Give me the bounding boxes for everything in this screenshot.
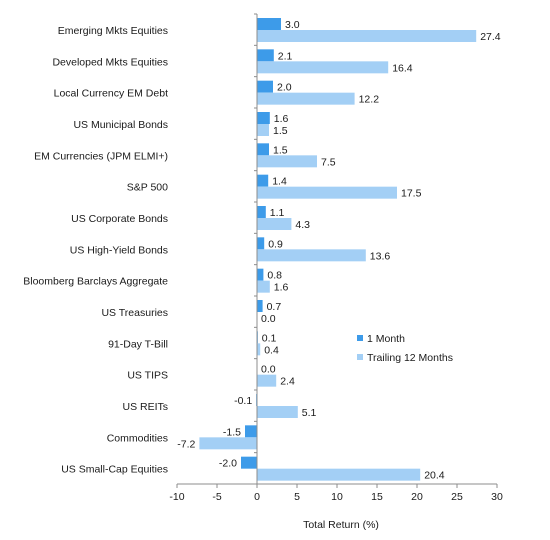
- bar-1-month: [241, 456, 257, 469]
- bar-trailing-12-months: [257, 280, 270, 293]
- category-label: EM Currencies (JPM ELMI+): [34, 150, 168, 162]
- data-label: 20.4: [424, 470, 445, 482]
- bar-1-month: [257, 237, 265, 250]
- data-label: 27.4: [480, 31, 501, 43]
- bar-trailing-12-months: [257, 218, 292, 230]
- data-label: 2.1: [278, 50, 293, 62]
- data-label: 0.4: [264, 344, 279, 356]
- data-label: 1.6: [274, 113, 289, 125]
- bar-trailing-12-months: [257, 124, 269, 136]
- data-label: -0.1: [234, 395, 252, 407]
- data-label: 0.9: [268, 238, 283, 250]
- data-label: 0.7: [267, 301, 282, 313]
- bar-1-month: [257, 18, 281, 30]
- data-label: 12.2: [359, 94, 380, 106]
- category-label: US TIPS: [127, 370, 168, 382]
- category-label: US REITs: [122, 401, 168, 413]
- category-label: Bloomberg Barclays Aggregate: [23, 276, 168, 288]
- bar-1-month: [257, 300, 263, 312]
- category-label: US High-Yield Bonds: [70, 244, 168, 256]
- bar-trailing-12-months: [257, 30, 477, 42]
- bar-1-month: [257, 268, 264, 281]
- data-label: 0.1: [262, 332, 277, 344]
- data-label: 1.1: [270, 207, 285, 219]
- data-label: 1.5: [273, 125, 288, 137]
- x-tick-label: 15: [371, 491, 383, 503]
- bar-trailing-12-months: [257, 406, 298, 418]
- x-tick-label: 5: [294, 491, 300, 503]
- bar-1-month: [257, 143, 269, 156]
- bar-trailing-12-months: [257, 468, 421, 481]
- data-label: 2.0: [277, 82, 292, 94]
- bar-trailing-12-months: [257, 61, 389, 74]
- bar-trailing-12-months: [257, 249, 366, 262]
- data-label: 1.4: [272, 176, 287, 188]
- bar-1-month: [257, 206, 266, 218]
- legend-swatch: [357, 335, 363, 341]
- bar-1-month: [245, 425, 257, 438]
- bar-1-month: [257, 112, 270, 124]
- x-axis-title: Total Return (%): [303, 519, 379, 531]
- data-label: 7.5: [321, 156, 336, 168]
- category-label: 91-Day T-Bill: [108, 338, 168, 350]
- data-label: 17.5: [401, 188, 422, 200]
- x-tick-label: 30: [491, 491, 503, 503]
- category-label: S&P 500: [127, 182, 168, 194]
- bar-trailing-12-months: [199, 437, 257, 450]
- x-tick-label: -10: [169, 491, 184, 503]
- category-label: Commodities: [107, 432, 168, 444]
- bar-1-month: [257, 80, 273, 93]
- data-label: -1.5: [223, 426, 241, 438]
- category-label: Local Currency EM Debt: [54, 88, 168, 100]
- x-tick-label: -5: [212, 491, 221, 503]
- legend-label: 1 Month: [367, 333, 405, 345]
- data-label: 0.0: [261, 364, 276, 376]
- bar-trailing-12-months: [257, 374, 277, 387]
- data-label: 2.4: [280, 376, 295, 388]
- bar-trailing-12-months: [257, 155, 317, 168]
- bar-trailing-12-months: [257, 186, 397, 199]
- legend-label: Trailing 12 Months: [367, 352, 453, 364]
- data-label: -7.2: [177, 438, 195, 450]
- x-tick-label: 25: [451, 491, 463, 503]
- data-label: 16.4: [392, 62, 413, 74]
- category-label: Developed Mkts Equities: [52, 56, 168, 68]
- bar-1-month: [257, 49, 274, 62]
- category-label: US Small-Cap Equities: [61, 464, 168, 476]
- bar-trailing-12-months: [257, 343, 261, 356]
- data-label: -2.0: [219, 458, 237, 470]
- x-tick-label: 10: [331, 491, 343, 503]
- data-label: 0.0: [261, 313, 276, 325]
- x-tick-label: 0: [254, 491, 260, 503]
- category-label: US Corporate Bonds: [71, 213, 168, 225]
- data-label: 13.6: [370, 250, 391, 262]
- data-label: 1.5: [273, 144, 288, 156]
- data-label: 0.8: [267, 270, 282, 282]
- bar-trailing-12-months: [257, 92, 355, 105]
- data-label: 1.6: [274, 282, 289, 294]
- category-label: US Municipal Bonds: [73, 119, 168, 131]
- category-label: US Treasuries: [101, 307, 168, 319]
- data-label: 3.0: [285, 19, 300, 31]
- legend-swatch: [357, 354, 363, 360]
- category-label: Emerging Mkts Equities: [58, 25, 168, 37]
- x-tick-label: 20: [411, 491, 423, 503]
- data-label: 5.1: [302, 407, 317, 419]
- bar-1-month: [257, 174, 269, 187]
- data-label: 4.3: [295, 219, 310, 231]
